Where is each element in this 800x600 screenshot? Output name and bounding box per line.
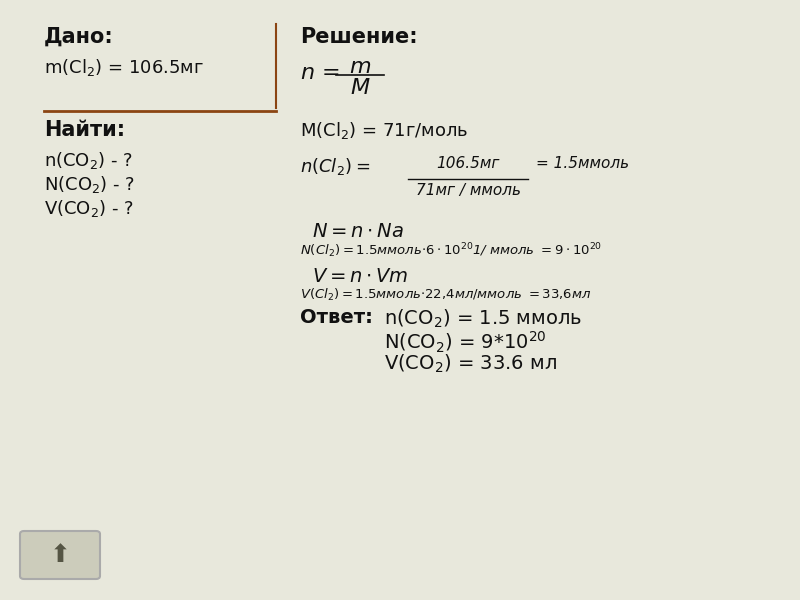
Text: $N(Cl_2) = 1.5$ммоль$\cdot 6\cdot 10^{20}$1/ ммоль $= 9\cdot 10^{20}$: $N(Cl_2) = 1.5$ммоль$\cdot 6\cdot 10^{20…: [300, 241, 602, 260]
Text: $V(Cl_2) = 1.5$ммоль$\cdot 22{,}4$мл$/$ммоль $= 33{,}6$мл: $V(Cl_2) = 1.5$ммоль$\cdot 22{,}4$мл$/$м…: [300, 287, 591, 303]
Text: m(Cl$_2$) = 106.5мг: m(Cl$_2$) = 106.5мг: [44, 57, 204, 78]
Text: $n$ =: $n$ =: [300, 63, 339, 83]
Text: = 1.5ммоль: = 1.5ммоль: [536, 156, 629, 171]
Text: M(Cl$_2$) = 71г/моль: M(Cl$_2$) = 71г/моль: [300, 120, 468, 141]
Text: 71мг / ммоль: 71мг / ммоль: [415, 183, 521, 198]
Text: ⬆: ⬆: [50, 543, 70, 567]
Text: Дано:: Дано:: [44, 27, 114, 47]
Text: Решение:: Решение:: [300, 27, 418, 47]
Text: $n(Cl_2)=$: $n(Cl_2)=$: [300, 156, 370, 177]
FancyBboxPatch shape: [20, 531, 100, 579]
Text: V(CO$_2$) - ?: V(CO$_2$) - ?: [44, 198, 134, 219]
Text: n(CO$_2$) - ?: n(CO$_2$) - ?: [44, 150, 133, 171]
Text: Ответ:: Ответ:: [300, 308, 373, 327]
Text: n(CO$_2$) = 1.5 ммоль: n(CO$_2$) = 1.5 ммоль: [384, 308, 582, 330]
Text: $N = n \cdot Na$: $N = n \cdot Na$: [312, 222, 404, 241]
Text: N(CO$_2$) - ?: N(CO$_2$) - ?: [44, 174, 135, 195]
Text: 106.5мг: 106.5мг: [436, 156, 500, 171]
Text: Найти:: Найти:: [44, 120, 125, 140]
Text: N(CO$_2$) = 9*10$^{20}$: N(CO$_2$) = 9*10$^{20}$: [384, 330, 546, 355]
Text: V(CO$_2$) = 33.6 мл: V(CO$_2$) = 33.6 мл: [384, 352, 557, 374]
Text: $M$: $M$: [350, 78, 370, 98]
Text: $m$: $m$: [349, 57, 371, 77]
Text: $V = n \cdot Vm$: $V = n \cdot Vm$: [312, 267, 409, 286]
